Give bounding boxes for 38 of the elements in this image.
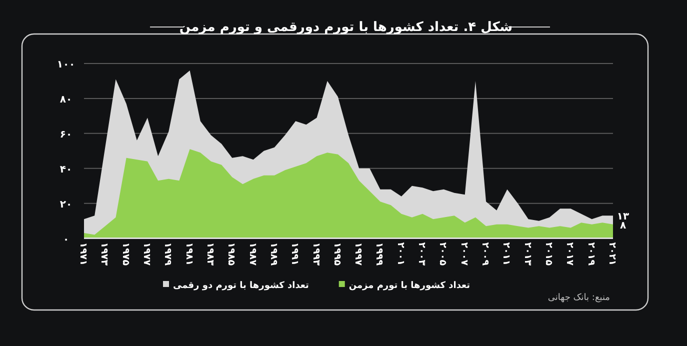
x-tick-label: ۱۹۷۵ (120, 242, 131, 266)
x-tick-label: ۲۰۱۷ (564, 242, 576, 266)
x-tick-label: ۲۰۱۹ (585, 242, 596, 266)
x-tick-label: ۱۹۷۱ (78, 242, 88, 266)
chart-title: شکل ۴. تعداد کشورها با تورم دورقمی و تورم مزمن (179, 20, 513, 35)
x-tick-label: ۲۰۰۳ (416, 242, 428, 266)
y-tick-label: ۲۰ (60, 199, 72, 210)
x-tick-label: ۲۰۱۱ (500, 242, 512, 266)
x-tick-label: ۱۹۹۵ (331, 242, 342, 266)
legend-label: تعداد کشورها با تورم مزمن (348, 281, 470, 291)
x-tick-label: ۱۹۹۹ (374, 242, 385, 266)
x-tick-label: ۱۹۸۳ (204, 242, 216, 266)
x-tick-label: ۲۰۰۹ (480, 242, 491, 266)
y-tick-label: ۴۰ (60, 164, 72, 176)
x-tick-label: ۱۹۸۵ (226, 242, 237, 266)
text: منبع: بانک جهانی (548, 293, 610, 303)
x-tick-label: ۱۹۸۹ (268, 242, 279, 266)
legend-label: تعداد کشورها با تورم دو رقمی (173, 281, 309, 291)
x-tick-label: ۱۹۷۳ (98, 242, 110, 266)
data-label: ۸ (620, 220, 626, 232)
x-tick-label: ۱۹۹۳ (310, 242, 322, 266)
x-tick-label: ۲۰۰۷ (458, 242, 470, 266)
y-tick-label: ۶۰ (60, 129, 72, 140)
x-tick-label: ۱۹۷۹ (162, 242, 174, 266)
x-tick-label: ۲۰۱۳ (522, 242, 533, 266)
x-tick-label: ۱۹۹۷ (352, 242, 364, 266)
x-tick-label: ۱۹۷۷ (140, 242, 152, 266)
x-tick-label: ۲۰۰۵ (437, 242, 448, 266)
x-tick-label: ۱۹۸۷ (246, 242, 258, 266)
x-tick-label: ۲۰۲۱ (606, 242, 618, 266)
data-label: ۱۳ (616, 212, 630, 223)
y-tick-label: ۱۰۰ (56, 60, 76, 70)
y-tick-label: ۸۰ (60, 94, 72, 106)
x-tick-label: ۲۰۰۱ (394, 242, 406, 266)
x-tick-label: ۲۰۱۵ (543, 242, 554, 266)
x-tick-label: ۱۹۹۱ (289, 242, 300, 266)
x-tick-label: ۱۹۸۱ (183, 242, 194, 266)
y-tick-label: ۰ (62, 234, 70, 246)
